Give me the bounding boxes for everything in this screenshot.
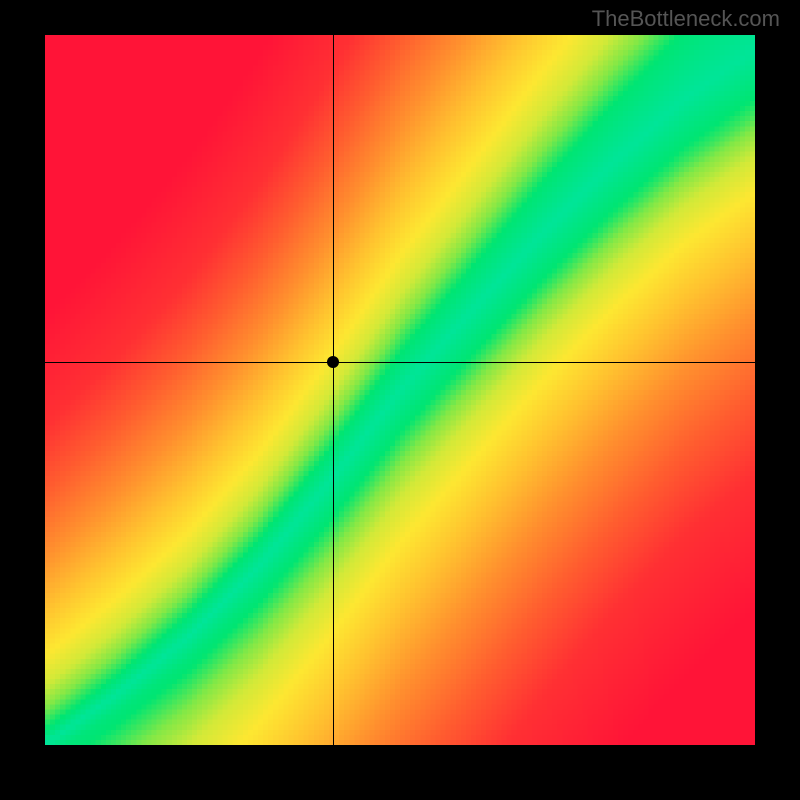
crosshair-horizontal: [45, 362, 755, 363]
heatmap-canvas: [45, 35, 755, 745]
bottleneck-heatmap-plot: [45, 35, 755, 745]
marker-dot: [327, 356, 339, 368]
watermark-text: TheBottleneck.com: [592, 6, 780, 32]
crosshair-vertical: [333, 35, 334, 745]
